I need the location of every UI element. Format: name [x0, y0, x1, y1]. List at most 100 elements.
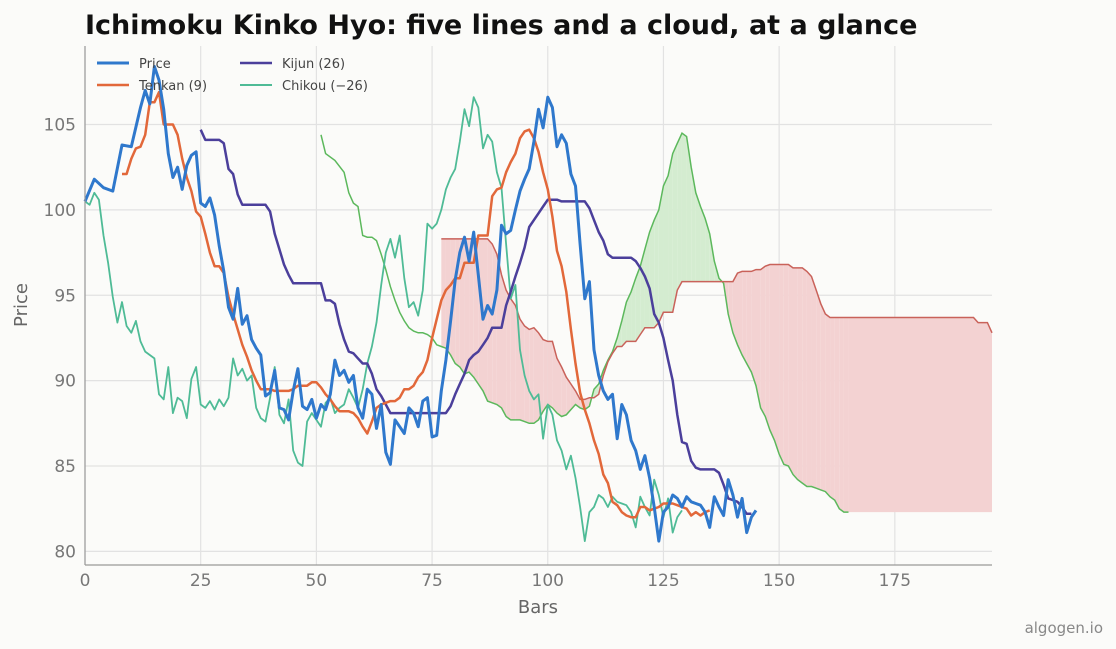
- cloud-bullish-segment: [695, 192, 701, 282]
- cloud-bearish-segment: [825, 314, 831, 497]
- cloud-bearish-segment: [839, 317, 844, 513]
- series-line-2: [199, 129, 752, 516]
- cloud-bearish-segment: [774, 264, 780, 455]
- y-tick-label: 80: [54, 542, 76, 562]
- cloud-bearish-segment: [487, 238, 493, 403]
- chart-title: Ichimoku Kinko Hyo: five lines and a clo…: [85, 10, 917, 41]
- cloud-bearish-segment: [802, 267, 807, 487]
- cloud-bearish-segment: [830, 317, 835, 501]
- x-tick-label: 175: [879, 571, 911, 591]
- x-tick-label: 150: [763, 571, 795, 591]
- cloud-bearish-segment: [464, 238, 470, 374]
- cloud-bearish-segment: [728, 281, 733, 333]
- cloud-bearish-segment: [552, 341, 558, 414]
- legend-label: Kijun (26): [282, 57, 345, 72]
- legend-label: Chikou (−26): [282, 79, 368, 94]
- cloud-bearish-segment: [751, 269, 756, 386]
- cloud-bearish-segment: [755, 269, 761, 408]
- x-tick-label: 125: [647, 571, 679, 591]
- cloud-bearish-segment: [737, 271, 743, 356]
- cloud-bearish-segment: [742, 271, 747, 364]
- x-tick-labels: 0 25 50 75 100 125 150 175: [80, 571, 911, 591]
- cloud-bullish-segment: [635, 266, 641, 342]
- cloud-bearish-tail: [848, 317, 992, 513]
- series-line-1: [122, 90, 711, 519]
- x-tick-label: 25: [190, 571, 212, 591]
- cloud-bearish-segment: [459, 238, 465, 374]
- cloud-bearish-segment: [760, 266, 766, 417]
- cloud-bearish-segment: [533, 327, 539, 424]
- cloud-bearish-segment: [519, 319, 525, 422]
- cloud-bearish-segment: [834, 317, 840, 509]
- senkou-span-a-line: [320, 131, 849, 513]
- cloud-bearish-segment: [561, 366, 567, 417]
- cloud-bearish-segment: [529, 327, 534, 424]
- cloud-bullish-segment: [691, 167, 696, 282]
- cloud-bearish-segment: [783, 264, 789, 466]
- y-tick-label: 100: [44, 201, 76, 221]
- cloud-bearish-segment: [557, 358, 562, 417]
- y-tick-label: 90: [54, 372, 76, 392]
- series-line-3: [84, 96, 683, 542]
- cloud-bearish-segment: [788, 264, 794, 475]
- cloud-bearish-segment: [543, 339, 548, 412]
- cloud-bearish-segment: [746, 271, 752, 373]
- senkou-span-b-line: [441, 238, 993, 401]
- x-tick-label: 100: [532, 571, 564, 591]
- cloud-bearish-segment: [769, 264, 775, 441]
- cloud-bearish-segment: [547, 341, 553, 408]
- cloud-bullish-segment: [658, 185, 664, 323]
- series-lines: [83, 65, 758, 543]
- y-tick-label: 105: [44, 116, 76, 136]
- cloud-bearish-segment: [816, 290, 821, 490]
- legend-label: Tenkan (9): [138, 79, 207, 94]
- y-axis-label: Price: [11, 283, 32, 327]
- cloud-bearish-segment: [510, 298, 516, 420]
- cloud-bearish-segment: [566, 377, 571, 415]
- x-tick-label: 0: [80, 571, 91, 591]
- cloud-bullish-segment: [672, 143, 678, 313]
- cloud-bearish-segment: [779, 264, 784, 465]
- x-tick-label: 50: [306, 571, 328, 591]
- cloud-bullish-segment: [621, 302, 627, 347]
- cloud-bullish-segment: [626, 291, 632, 342]
- cloud-bullish-segment: [631, 278, 636, 342]
- cloud-bullish-segment: [705, 218, 710, 282]
- cloud-bearish-segment: [843, 317, 849, 513]
- cloud-bearish-segment: [506, 290, 511, 420]
- cloud-bullish-segment: [663, 175, 669, 313]
- kumo-cloud: [320, 131, 993, 513]
- axes: [84, 46, 992, 566]
- cloud-bearish-segment: [820, 303, 826, 492]
- cloud-bullish-segment: [668, 153, 673, 313]
- cloud-bullish-segment: [654, 209, 659, 328]
- cloud-bearish-segment: [811, 276, 817, 489]
- cloud-bullish-segment: [686, 136, 692, 282]
- y-tick-labels: 80 85 90 95 100 105: [44, 116, 76, 563]
- cloud-bearish-segment: [793, 267, 798, 480]
- cloud-bullish-segment: [700, 206, 706, 282]
- x-tick-label: 75: [421, 571, 443, 591]
- cloud-bearish-segment: [492, 244, 497, 405]
- cloud-bullish-segment: [677, 133, 682, 291]
- cloud-bearish-segment: [469, 238, 474, 378]
- cloud-bearish-segment: [575, 390, 581, 408]
- legend: Price Tenkan (9) Kijun (26) Chikou (−26): [97, 57, 368, 94]
- watermark: algogen.io: [1025, 619, 1103, 637]
- cloud-bearish-segment: [496, 254, 502, 408]
- series-line-0: [83, 65, 758, 543]
- cloud-bearish-segment: [501, 274, 507, 417]
- x-axis-label: Bars: [518, 597, 558, 618]
- cloud-bearish-segment: [482, 238, 488, 402]
- cloud-bearish-segment: [524, 325, 530, 424]
- cloud-bearish-segment: [765, 264, 770, 431]
- legend-label: Price: [139, 57, 171, 72]
- cloud-bearish-segment: [732, 273, 738, 345]
- cloud-bearish-segment: [806, 271, 812, 487]
- y-tick-label: 85: [54, 457, 76, 477]
- y-tick-label: 95: [54, 286, 76, 306]
- cloud-bullish-segment: [681, 133, 687, 282]
- cloud-bullish-segment: [709, 233, 715, 282]
- cloud-bearish-segment: [797, 267, 803, 484]
